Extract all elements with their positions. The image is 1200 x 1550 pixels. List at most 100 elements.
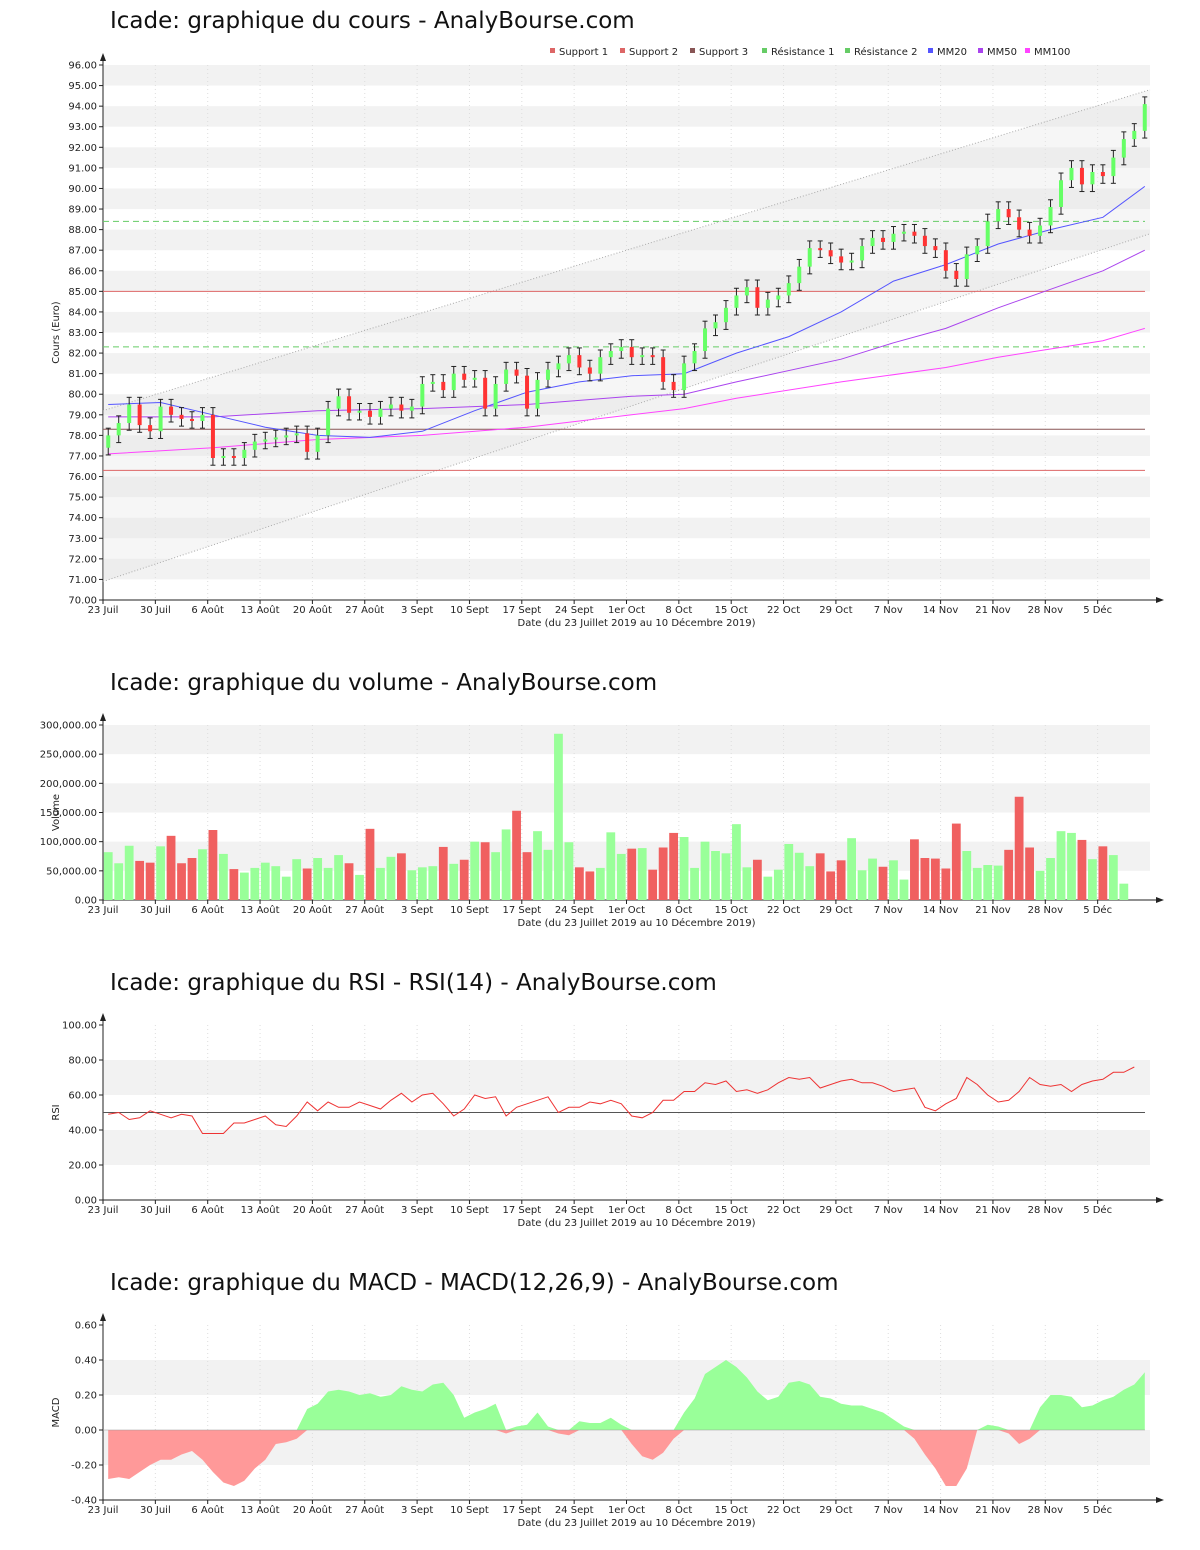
volume-bar	[972, 867, 982, 900]
rsi-x-tick-label: 5 Déc	[1083, 1204, 1112, 1216]
candle-down	[1006, 209, 1011, 218]
price-y-tick-label: 70.00	[68, 596, 97, 607]
volume-bar	[1004, 849, 1014, 900]
price-y-tick-label: 75.00	[68, 493, 97, 504]
candle-up	[1069, 167, 1074, 181]
candle-up	[786, 283, 791, 296]
macd-x-tick-label: 6 Août	[191, 1504, 224, 1516]
candle-up	[336, 396, 341, 409]
candle-up	[535, 379, 540, 409]
volume-bar	[742, 867, 752, 900]
volume-bar	[376, 867, 385, 900]
legend-label: Support 1	[559, 47, 608, 58]
legend-label: MM20	[937, 47, 967, 58]
candle-up	[964, 254, 969, 279]
volume-bar	[313, 858, 323, 900]
candle-up	[765, 299, 770, 308]
volume-x-tick-label: 20 Août	[293, 904, 332, 916]
volume-x-tick-label: 3 Sept	[401, 905, 433, 916]
legend-label: Résistance 2	[854, 46, 917, 58]
candle-up	[566, 355, 571, 364]
volume-bar	[857, 870, 867, 900]
price-x-tick-label: 15 Oct	[715, 605, 748, 616]
rsi-y-tick-label: 40.00	[68, 1126, 97, 1137]
candle-down	[148, 425, 153, 432]
volume-x-tick-label: 10 Sept	[450, 905, 489, 916]
volume-bar	[920, 858, 930, 900]
rsi-line	[108, 1066, 1135, 1134]
price-y-tick-label: 82.00	[68, 349, 97, 360]
legend-label: MM50	[987, 47, 1017, 58]
volume-x-tick-label: 28 Nov	[1028, 905, 1064, 916]
price-x-tick-label: 22 Oct	[767, 605, 800, 616]
candle-up	[985, 221, 990, 247]
candle-up	[357, 410, 362, 413]
volume-bar	[993, 865, 1003, 900]
volume-bar	[1035, 870, 1045, 900]
price-y-tick-label: 80.00	[68, 390, 97, 401]
price-x-tick-label: 24 Sept	[555, 605, 594, 616]
candle-down	[1017, 217, 1022, 230]
candle-up	[1048, 206, 1053, 226]
mm50-line	[108, 249, 1146, 418]
volume-bar	[1025, 847, 1034, 900]
price-channel-lower	[102, 233, 1151, 582]
legend-swatch	[845, 48, 850, 53]
macd-x-tick-label: 21 Nov	[975, 1505, 1011, 1516]
candle-up	[127, 404, 132, 424]
macd-x-tick-label: 24 Sept	[555, 1505, 594, 1516]
volume-bar	[459, 859, 469, 900]
volume-bar	[208, 830, 218, 900]
price-y-arrow	[100, 53, 106, 61]
candle-down	[839, 256, 844, 263]
candle-up	[713, 322, 718, 329]
price-x-axis-title: Date (du 23 Juillet 2019 au 10 Décembre …	[518, 617, 756, 629]
volume-bar	[836, 860, 846, 900]
candle-up	[608, 351, 613, 358]
candle-down	[347, 396, 352, 413]
legend-swatch	[978, 48, 983, 53]
candle-down	[933, 246, 938, 251]
macd-x-tick-label: 20 Août	[293, 1504, 332, 1516]
price-y-tick-label: 88.00	[68, 225, 97, 236]
candle-up	[252, 441, 257, 450]
legend-swatch	[690, 48, 695, 53]
volume-bar	[365, 828, 375, 900]
price-y-tick-label: 85.00	[68, 287, 97, 298]
macd-positive-area	[108, 1360, 1145, 1430]
volume-y-tick-label: 50,000.00	[46, 866, 97, 877]
candle-down	[231, 455, 236, 459]
candle-down	[912, 231, 917, 236]
candle-up	[849, 260, 854, 263]
rsi-x-tick-label: 14 Nov	[923, 1205, 959, 1216]
volume-bar	[679, 837, 689, 900]
candle-down	[441, 381, 446, 391]
candle-down	[367, 410, 372, 417]
volume-bar	[711, 851, 720, 900]
candle-up	[1111, 157, 1116, 177]
rsi-x-tick-label: 1er Oct	[608, 1205, 645, 1216]
volume-bar	[951, 823, 961, 900]
macd-x-tick-label: 10 Sept	[450, 1505, 489, 1516]
rsi-x-tick-label: 20 Août	[293, 1204, 332, 1216]
legend-swatch	[1025, 48, 1030, 53]
volume-bar	[616, 853, 626, 900]
candle-down	[650, 355, 655, 358]
macd-x-tick-label: 17 Sept	[502, 1505, 541, 1516]
price-x-tick-label: 14 Nov	[923, 605, 959, 616]
price-y-tick-label: 84.00	[68, 307, 97, 318]
rsi-x-tick-label: 13 Août	[241, 1204, 280, 1216]
candle-up	[682, 363, 687, 391]
price-x-tick-label: 17 Sept	[502, 605, 541, 616]
rsi-y-tick-label: 80.00	[68, 1056, 97, 1067]
volume-bar	[1067, 832, 1076, 900]
volume-bar	[428, 866, 438, 900]
volume-bar	[219, 853, 228, 900]
candle-up	[807, 248, 812, 267]
price-y-tick-label: 76.00	[68, 472, 97, 483]
volume-bar	[627, 848, 637, 900]
candle-down	[881, 237, 886, 242]
volume-bar	[386, 856, 396, 900]
rsi-x-tick-label: 29 Oct	[819, 1205, 852, 1216]
candle-down	[399, 404, 404, 411]
